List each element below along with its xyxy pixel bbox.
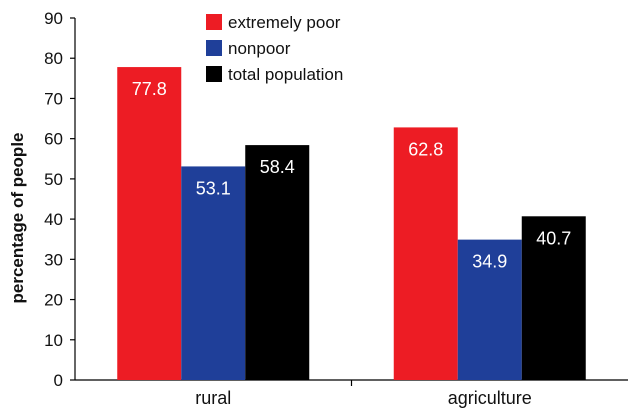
y-tick-label: 80: [44, 49, 63, 68]
y-tick-label: 90: [44, 9, 63, 28]
legend-label: total population: [228, 65, 343, 84]
bar: [245, 145, 310, 380]
y-tick-label: 0: [54, 371, 63, 390]
legend-label: nonpoor: [228, 39, 291, 58]
legend-swatch: [206, 66, 222, 82]
x-category-label: agriculture: [448, 388, 532, 408]
y-tick-label: 60: [44, 130, 63, 149]
bar: [457, 239, 522, 380]
y-axis: 0 10 20 30 40 50 60 70 80 90: [44, 9, 76, 390]
bar: [521, 216, 586, 380]
x-category-label: rural: [195, 388, 231, 408]
bar-data-label: 58.4: [260, 157, 295, 177]
bar: [117, 67, 182, 381]
legend-swatch: [206, 40, 222, 56]
legend-label: extremely poor: [228, 13, 341, 32]
legend-swatch: [206, 14, 222, 30]
y-tick-label: 20: [44, 291, 63, 310]
y-tick-label: 10: [44, 331, 63, 350]
bar: [393, 127, 458, 380]
bar-data-label: 53.1: [196, 178, 231, 198]
legend: extremely poor nonpoor total population: [206, 13, 343, 84]
bar-data-label: 34.9: [472, 252, 507, 272]
y-tick-label: 70: [44, 89, 63, 108]
y-tick-label: 30: [44, 250, 63, 269]
bar-data-label: 77.8: [132, 79, 167, 99]
bar-data-label: 40.7: [536, 228, 571, 248]
x-axis: rural agriculture: [75, 379, 628, 408]
bar-data-label: 62.8: [408, 139, 443, 159]
bars: 77.8 53.1 58.4 62.8 34.9 40.7: [117, 67, 586, 381]
y-tick-label: 40: [44, 210, 63, 229]
bar: [181, 166, 246, 380]
y-tick-label: 50: [44, 170, 63, 189]
y-axis-title: percentage of people: [8, 133, 27, 304]
